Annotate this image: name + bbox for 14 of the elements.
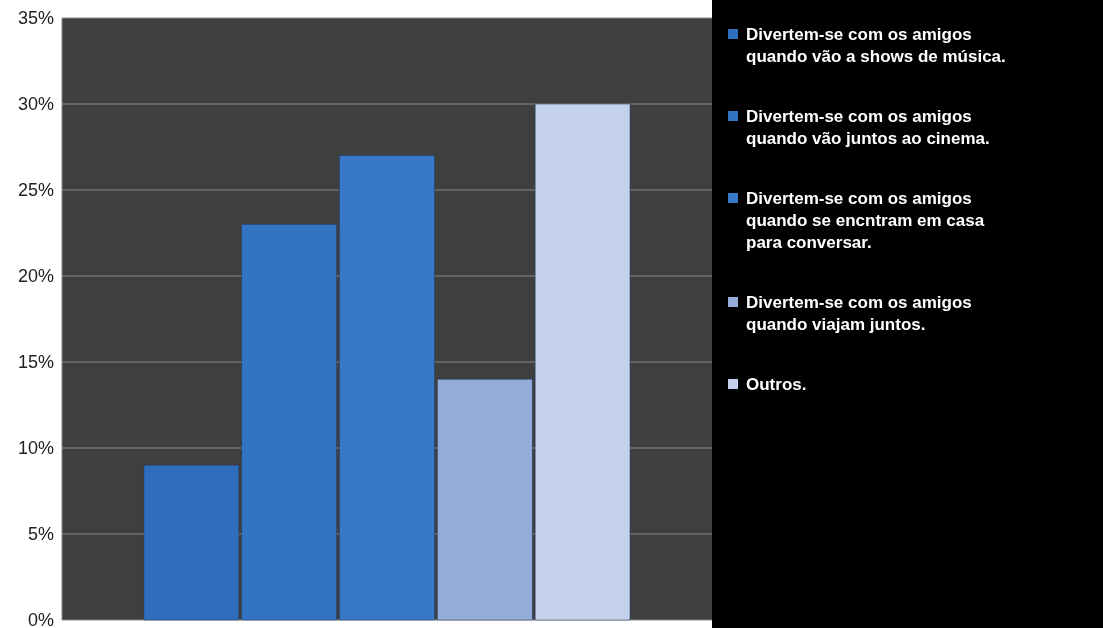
y-tick-label: 5% bbox=[27, 524, 54, 545]
legend-label: Divertem-se com os amigos quando vão juntos ao cinema. bbox=[746, 107, 990, 148]
y-tick-label: 20% bbox=[17, 266, 54, 287]
y-tick-label: 30% bbox=[17, 94, 54, 115]
y-tick-label: 0% bbox=[27, 610, 54, 628]
legend-label: Divertem-se com os amigos quando viajam juntos. bbox=[746, 293, 972, 334]
legend-label: Outros. bbox=[746, 375, 807, 394]
y-tick-label: 25% bbox=[17, 180, 54, 201]
legend-label: Divertem-se com os amigos quando se encntram em casa para conversar. bbox=[746, 189, 985, 252]
legend-label: Divertem-se com os amigos quando vão a shows de música. bbox=[746, 25, 1006, 66]
y-tick-label: 35% bbox=[17, 8, 54, 29]
y-tick-label: 10% bbox=[17, 438, 54, 459]
y-tick-label: 15% bbox=[17, 352, 54, 373]
bar bbox=[339, 155, 435, 621]
